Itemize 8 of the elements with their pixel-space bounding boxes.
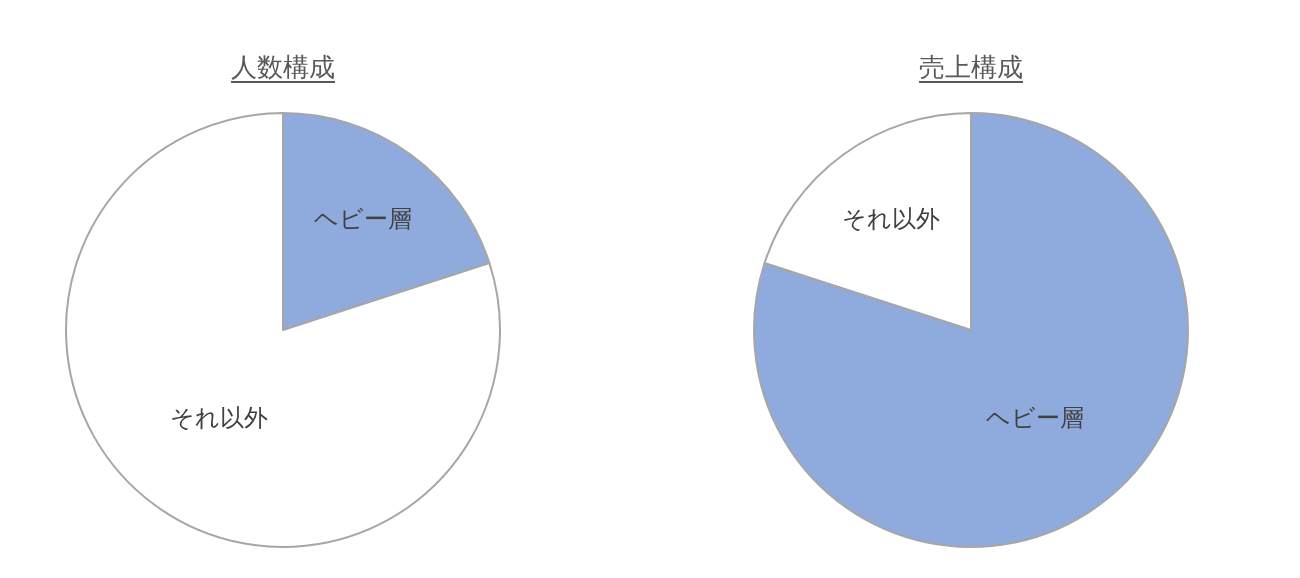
pie-slice	[65, 112, 501, 548]
slice-label: ヘビー層	[314, 205, 413, 234]
slice-label: それ以外	[170, 403, 269, 432]
slice-label: ヘビー層	[985, 403, 1084, 432]
chart-title: 人数構成	[230, 51, 336, 84]
chart-title: 売上構成	[918, 51, 1024, 84]
pie-slice	[753, 112, 1189, 548]
slice-label: それ以外	[841, 205, 940, 234]
